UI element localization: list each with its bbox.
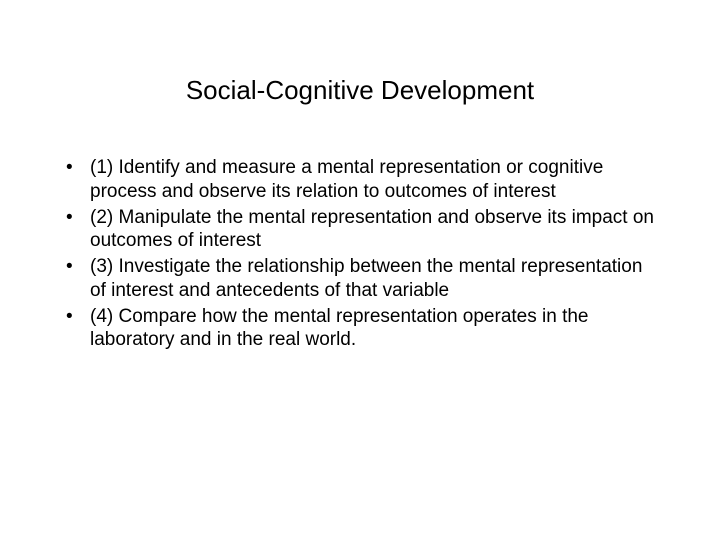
list-item: (2) Manipulate the mental representation… xyxy=(60,206,660,254)
bullet-list: (1) Identify and measure a mental repres… xyxy=(60,156,660,352)
page-title: Social-Cognitive Development xyxy=(60,75,660,106)
list-item: (4) Compare how the mental representatio… xyxy=(60,305,660,353)
list-item: (3) Investigate the relationship between… xyxy=(60,255,660,303)
list-item: (1) Identify and measure a mental repres… xyxy=(60,156,660,204)
